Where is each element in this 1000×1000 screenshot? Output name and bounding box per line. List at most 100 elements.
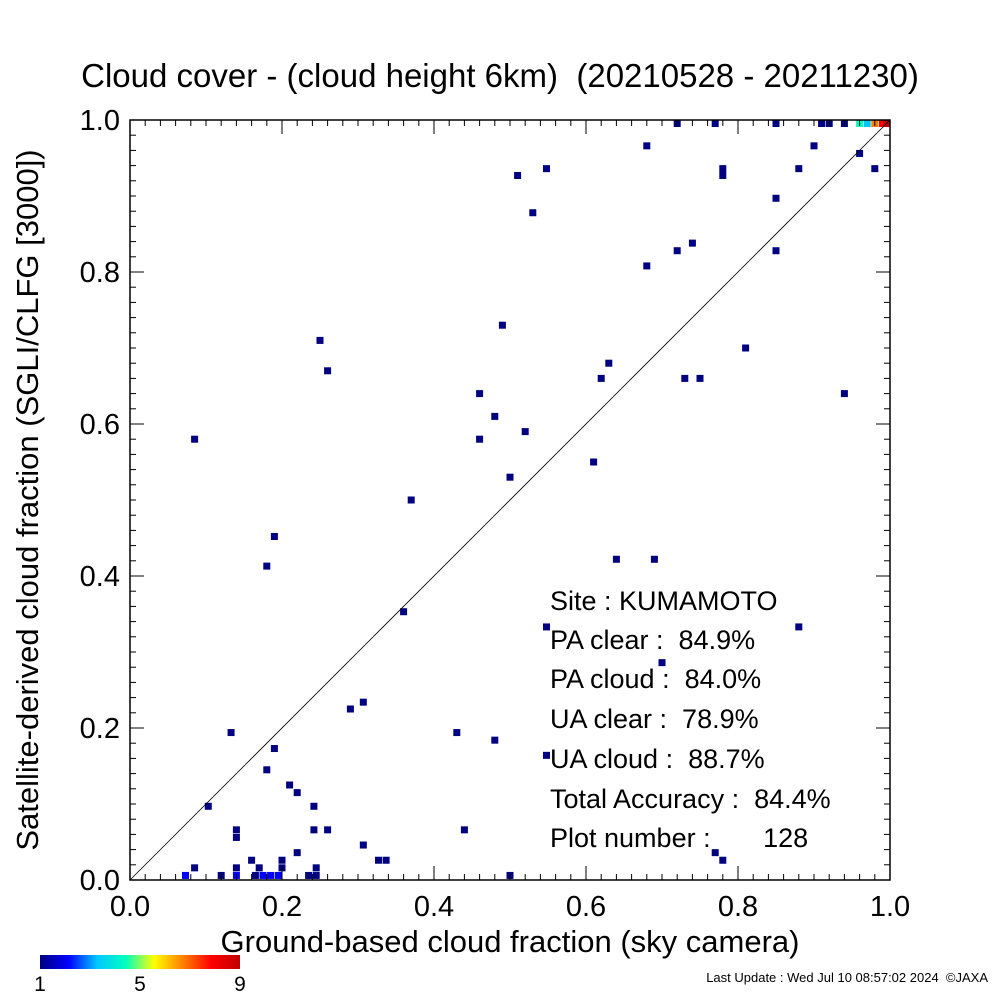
x-tick-label: 0.6 bbox=[566, 891, 606, 923]
data-point bbox=[407, 496, 415, 504]
data-point bbox=[597, 374, 605, 382]
data-point bbox=[232, 864, 240, 872]
data-point bbox=[255, 864, 263, 872]
data-point bbox=[871, 165, 879, 173]
pa-clear-stat: PA clear : 84.9% bbox=[550, 625, 756, 655]
data-point bbox=[267, 871, 275, 879]
data-point bbox=[382, 856, 390, 864]
data-point bbox=[673, 247, 681, 255]
data-point bbox=[681, 374, 689, 382]
data-point bbox=[491, 412, 499, 420]
data-point bbox=[863, 120, 871, 127]
data-point bbox=[312, 864, 320, 872]
data-point bbox=[460, 826, 468, 834]
data-point bbox=[772, 194, 780, 202]
data-point bbox=[227, 729, 235, 737]
data-point bbox=[878, 120, 886, 127]
ticks-layer: 0.0 0.2 0.4 0.6 0.8 1.0 0.0 0.2 0.4 0.6 0.8 1.0 bbox=[80, 105, 910, 923]
data-point bbox=[658, 659, 666, 667]
data-point bbox=[270, 745, 278, 753]
y-tick-label: 0.6 bbox=[80, 409, 120, 441]
data-point bbox=[650, 555, 658, 563]
data-point bbox=[191, 435, 199, 443]
data-point bbox=[232, 826, 240, 834]
data-point bbox=[605, 359, 613, 367]
data-point bbox=[795, 623, 803, 631]
data-point bbox=[312, 871, 320, 879]
data-point bbox=[696, 374, 704, 382]
data-point bbox=[506, 473, 514, 481]
data-point bbox=[612, 555, 620, 563]
data-point bbox=[359, 698, 367, 706]
data-point bbox=[248, 856, 256, 864]
chart-title: Cloud cover - (cloud height 6km) (202105… bbox=[81, 57, 919, 94]
data-point bbox=[491, 736, 499, 744]
data-point bbox=[400, 608, 408, 616]
data-point bbox=[818, 120, 826, 127]
data-point bbox=[305, 871, 313, 879]
data-point bbox=[521, 428, 529, 436]
data-point bbox=[181, 871, 189, 879]
data-point bbox=[711, 120, 719, 127]
x-tick-label: 0.2 bbox=[262, 891, 302, 923]
x-tick-label: 0.0 bbox=[110, 891, 150, 923]
data-point bbox=[542, 623, 550, 631]
data-point bbox=[719, 165, 727, 173]
data-point bbox=[232, 833, 240, 841]
last-update-footer: Last Update : Wed Jul 10 08:57:02 2024 ©… bbox=[706, 970, 988, 985]
data-point bbox=[204, 802, 212, 810]
colorbar bbox=[40, 955, 240, 969]
pa-cloud-stat: PA cloud : 84.0% bbox=[550, 664, 762, 694]
points-layer bbox=[181, 120, 890, 879]
data-point bbox=[293, 789, 301, 797]
ua-clear-stat: UA clear : 78.9% bbox=[550, 704, 759, 734]
data-point bbox=[263, 562, 271, 570]
total-accuracy-stat: Total Accuracy : 84.4% bbox=[550, 784, 831, 814]
data-point bbox=[278, 856, 286, 864]
data-point bbox=[840, 390, 848, 398]
data-point bbox=[742, 344, 750, 352]
y-tick-label: 0.0 bbox=[80, 865, 120, 897]
data-point bbox=[719, 856, 727, 864]
data-point bbox=[498, 321, 506, 329]
data-point bbox=[324, 826, 332, 834]
data-point bbox=[688, 239, 696, 247]
data-point bbox=[476, 390, 484, 398]
x-axis-label: Ground-based cloud fraction (sky camera) bbox=[221, 924, 800, 959]
data-point bbox=[542, 165, 550, 173]
data-point bbox=[643, 262, 651, 270]
data-point bbox=[324, 367, 332, 375]
data-point bbox=[310, 802, 318, 810]
data-point bbox=[286, 781, 294, 789]
y-tick-label: 0.2 bbox=[80, 713, 120, 745]
colorbar-label-min: 1 bbox=[34, 973, 46, 996]
data-point bbox=[529, 209, 537, 217]
data-point bbox=[856, 149, 864, 157]
y-tick-label: 1.0 bbox=[80, 105, 120, 137]
data-point bbox=[251, 871, 259, 879]
data-point bbox=[346, 705, 354, 713]
data-point bbox=[590, 458, 598, 466]
data-point bbox=[293, 849, 301, 857]
data-point bbox=[772, 120, 780, 127]
data-point bbox=[274, 871, 282, 879]
x-tick-label: 0.4 bbox=[414, 891, 454, 923]
plot-number-stat: Plot number : 128 bbox=[550, 823, 809, 853]
data-point bbox=[310, 826, 318, 834]
data-point bbox=[514, 171, 522, 179]
data-point bbox=[359, 841, 367, 849]
x-tick-label: 1.0 bbox=[870, 891, 910, 923]
data-point bbox=[542, 751, 550, 759]
colorbar-label-mid: 5 bbox=[134, 973, 146, 996]
data-point bbox=[270, 532, 278, 540]
data-point bbox=[263, 766, 271, 774]
reference-line bbox=[129, 119, 891, 881]
colorbar-label-max: 9 bbox=[234, 973, 246, 996]
data-point bbox=[810, 142, 818, 150]
y-tick-label: 0.8 bbox=[80, 257, 120, 289]
ua-cloud-stat: UA cloud : 88.7% bbox=[550, 744, 765, 774]
data-point bbox=[259, 871, 267, 879]
y-tick-label: 0.4 bbox=[80, 561, 120, 593]
data-point bbox=[772, 247, 780, 255]
